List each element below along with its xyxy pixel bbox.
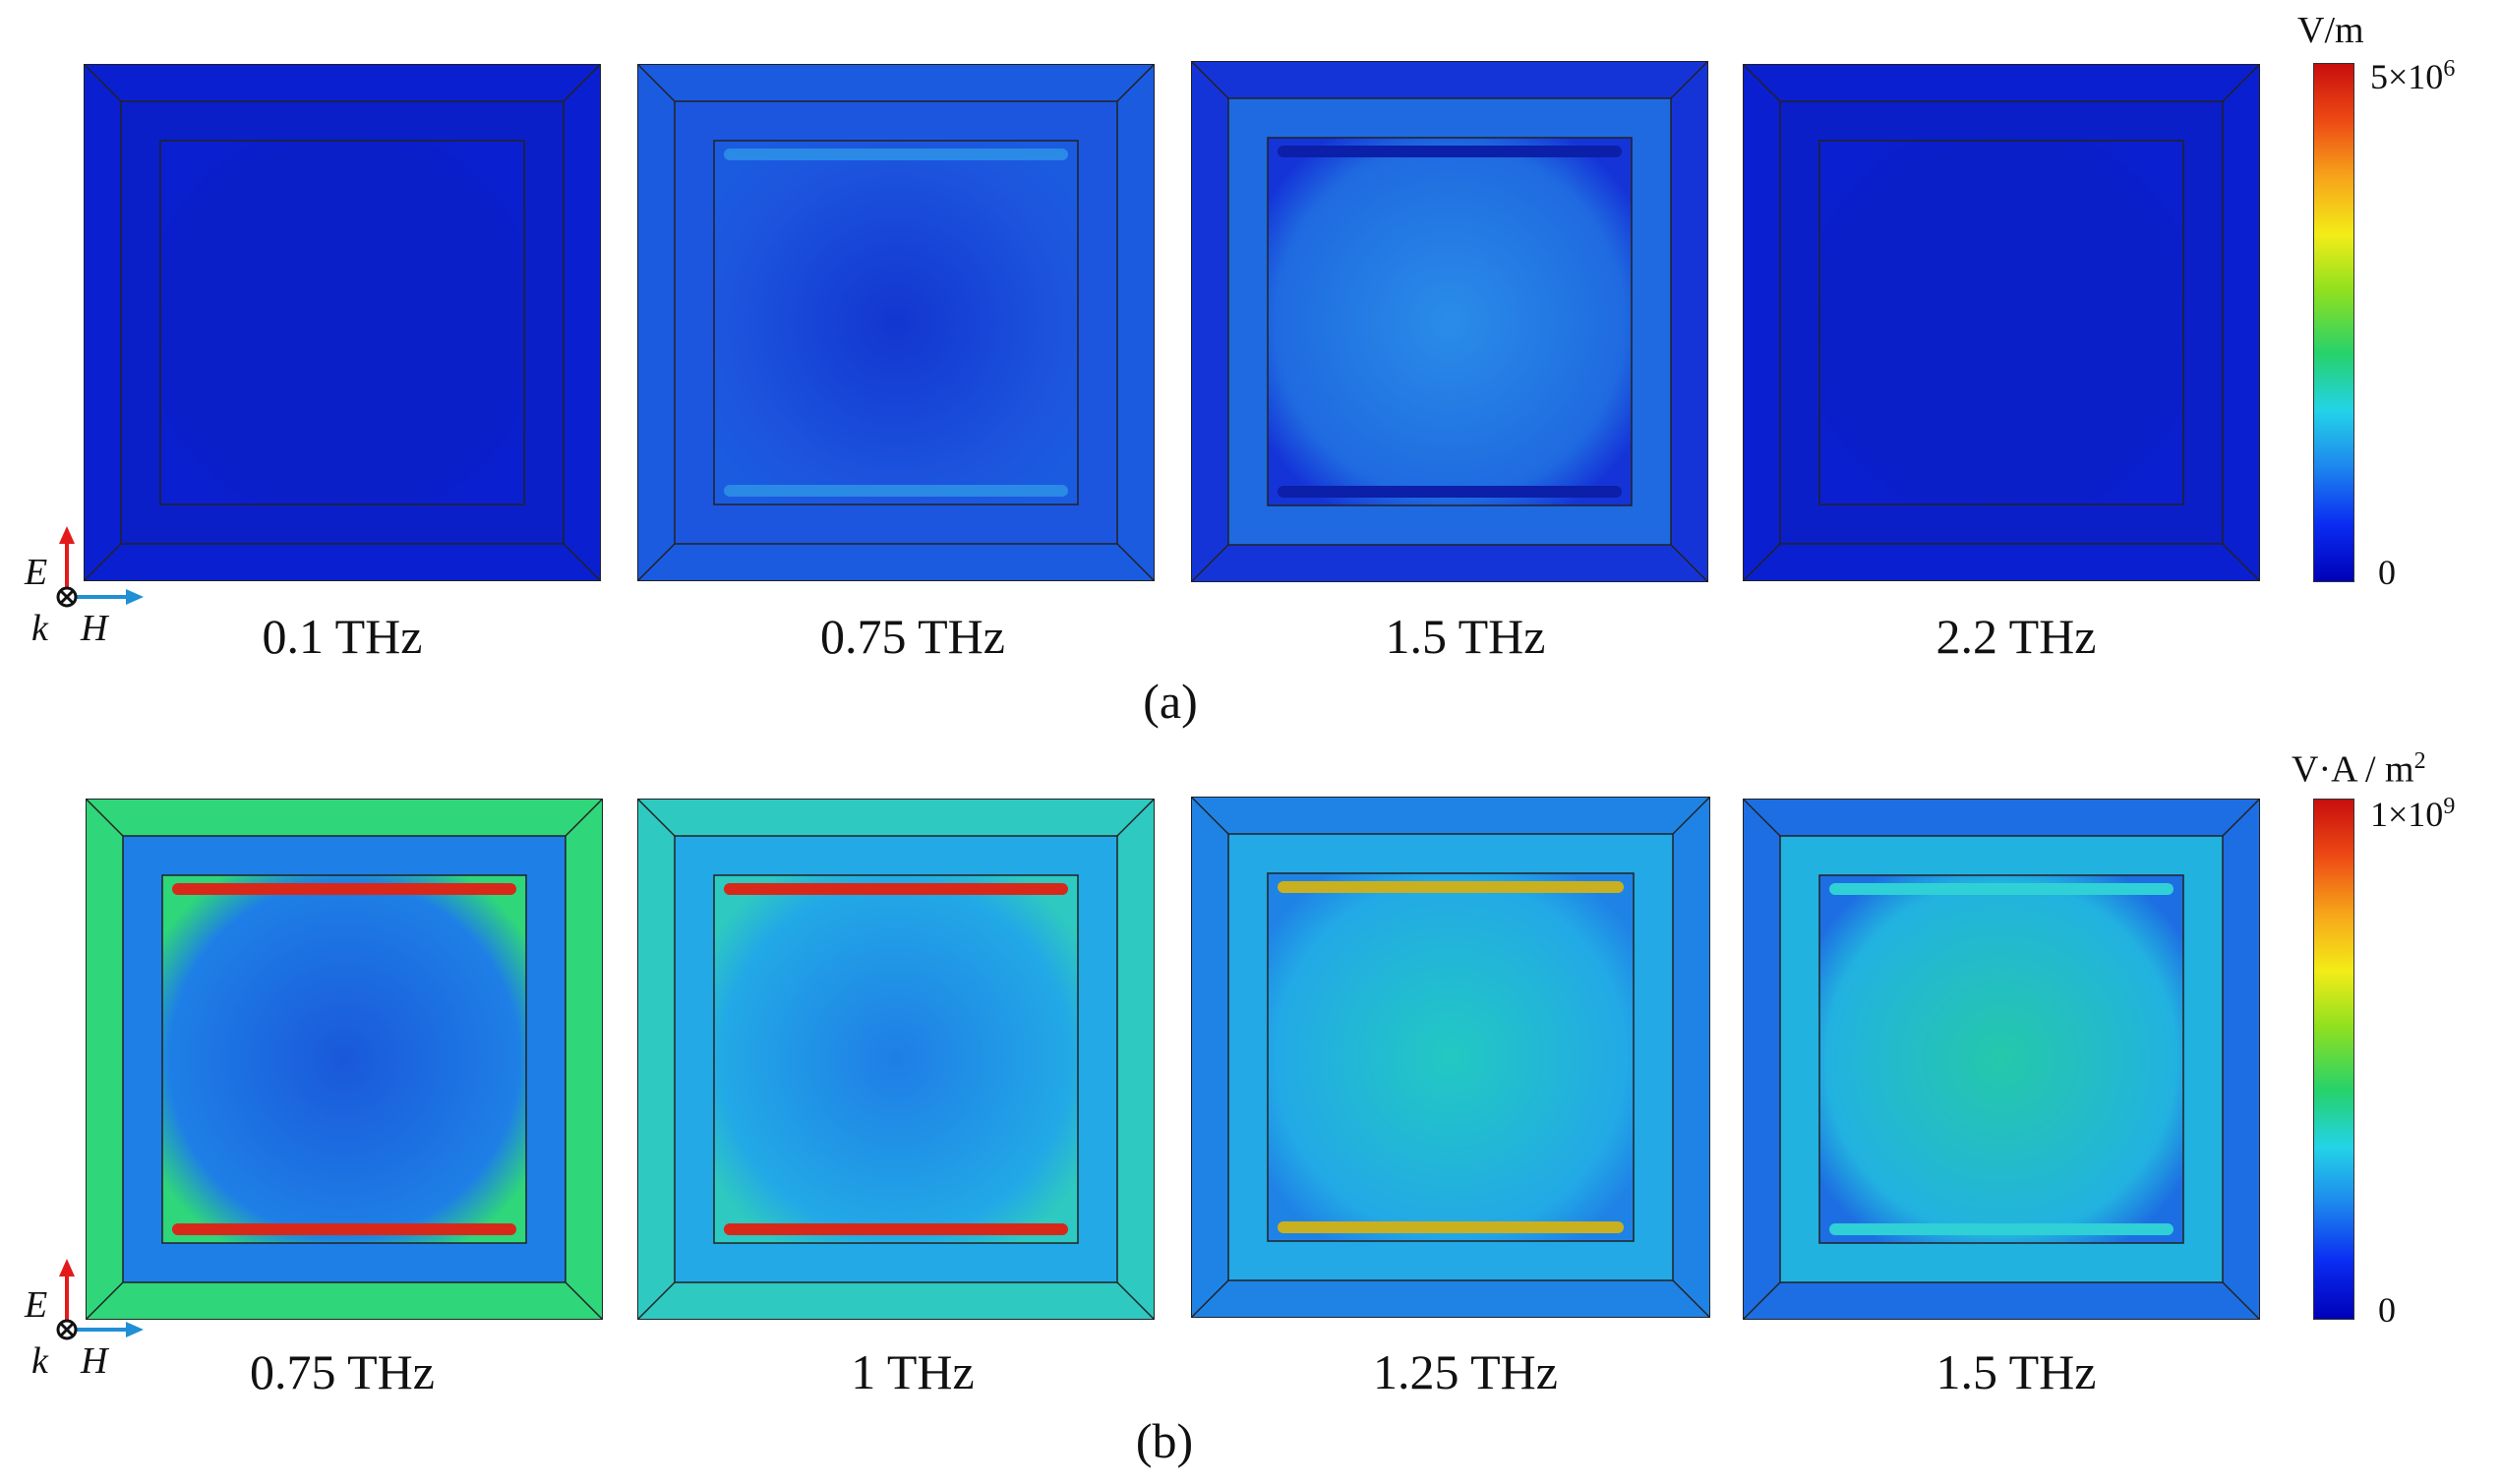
bevel-line (86, 799, 124, 837)
field-map-b-4 (1743, 799, 2260, 1320)
field-map-a-3 (1191, 61, 1708, 582)
hot-edge-top (724, 883, 1068, 895)
field-map-a-2 (637, 64, 1155, 581)
bevel-line (1191, 544, 1229, 582)
inner-square (1267, 137, 1633, 506)
panel-b-4 (1743, 799, 2260, 1320)
bevel-line (563, 543, 601, 581)
field-map-a-1 (84, 64, 601, 581)
colorbar-a-max-label: 5×106 (2370, 56, 2456, 96)
panel-b-2 (637, 799, 1155, 1320)
inner-square (713, 140, 1079, 505)
bevel-line (1743, 543, 1781, 581)
freq-label-a-3: 1.5 THz (1385, 609, 1546, 664)
caption-a: (a) (1143, 674, 1198, 729)
colorbar-a (2313, 63, 2354, 582)
bevel-line (1670, 61, 1708, 99)
bevel-line (1672, 797, 1710, 835)
axis-k-label: k (31, 1340, 48, 1382)
colorbar-b-min-label: 0 (2378, 1290, 2396, 1330)
inner-square (1267, 872, 1635, 1242)
hot-edge-bottom (1278, 1221, 1624, 1233)
hot-edge-top (724, 148, 1068, 160)
inner-square (1818, 140, 2184, 505)
colorbar-a-unit: V/m (2297, 10, 2364, 51)
bevel-line (637, 543, 676, 581)
panel-a-3 (1191, 61, 1708, 582)
hot-edge-bottom (724, 1223, 1068, 1235)
bevel-line (637, 799, 676, 837)
colorbar-b (2313, 799, 2354, 1320)
hot-edge-bottom (724, 485, 1068, 497)
bevel-line (1191, 61, 1229, 99)
hot-edge-bottom (1829, 1223, 2173, 1235)
bevel-line (1191, 797, 1229, 835)
bevel-line (565, 1281, 603, 1320)
inner-square (713, 874, 1079, 1244)
bevel-line (1116, 799, 1155, 837)
axis-arrows-a (56, 526, 144, 608)
panel-b-3 (1191, 797, 1710, 1318)
axis-indicator-a: E k H (20, 526, 167, 654)
hot-edge-bottom (1278, 486, 1622, 498)
hot-edge-bottom (172, 1223, 516, 1235)
hot-edge-top (1829, 883, 2173, 895)
bevel-line (84, 64, 122, 102)
bevel-line (1116, 64, 1155, 102)
axis-arrows-b (56, 1259, 144, 1340)
freq-label-b-2: 1 THz (851, 1344, 975, 1399)
bevel-line (86, 1281, 124, 1320)
axis-e-label: E (25, 552, 48, 593)
bevel-line (84, 543, 122, 581)
bevel-line (1743, 799, 1781, 837)
bevel-line (1743, 1281, 1781, 1320)
panel-b-1 (86, 799, 603, 1320)
axis-h-label: H (81, 1340, 108, 1382)
bevel-line (2222, 1281, 2260, 1320)
bevel-line (565, 799, 603, 837)
bevel-line (2222, 64, 2260, 102)
panel-a-2 (637, 64, 1155, 581)
bevel-line (563, 64, 601, 102)
freq-label-b-4: 1.5 THz (1935, 1344, 2097, 1399)
panel-a-1 (84, 64, 601, 581)
field-map-b-3 (1191, 797, 1710, 1318)
hot-edge-top (1278, 146, 1622, 157)
hot-edge-top (172, 883, 516, 895)
inner-square (161, 874, 527, 1244)
freq-label-a-4: 2.2 THz (1935, 609, 2097, 664)
bevel-line (2222, 543, 2260, 581)
inner-square (1818, 874, 2184, 1244)
bevel-line (1116, 1281, 1155, 1320)
colorbar-b-unit: V·A / m2 (2292, 748, 2426, 791)
inner-square (159, 140, 525, 505)
bevel-line (1670, 544, 1708, 582)
bevel-line (1116, 543, 1155, 581)
freq-label-a-1: 0.1 THz (262, 609, 423, 664)
bevel-line (637, 1281, 676, 1320)
axis-k-label: k (31, 608, 48, 649)
axis-e-label: E (25, 1284, 48, 1326)
bevel-line (1191, 1279, 1229, 1318)
colorbar-a-min-label: 0 (2378, 553, 2396, 592)
panel-a-4 (1743, 64, 2260, 581)
field-map-b-2 (637, 799, 1155, 1320)
axis-h-label: H (81, 608, 108, 649)
caption-b: (b) (1135, 1413, 1194, 1468)
freq-label-b-3: 1.25 THz (1373, 1344, 1558, 1399)
bevel-line (1672, 1279, 1710, 1318)
hot-edge-top (1278, 881, 1624, 893)
bevel-line (2222, 799, 2260, 837)
bevel-line (1743, 64, 1781, 102)
field-map-a-4 (1743, 64, 2260, 581)
bevel-line (637, 64, 676, 102)
axis-indicator-b: E k H (20, 1259, 167, 1387)
freq-label-b-1: 0.75 THz (250, 1344, 435, 1399)
field-map-b-1 (86, 799, 603, 1320)
freq-label-a-2: 0.75 THz (820, 609, 1005, 664)
colorbar-b-max-label: 1×109 (2370, 794, 2456, 834)
